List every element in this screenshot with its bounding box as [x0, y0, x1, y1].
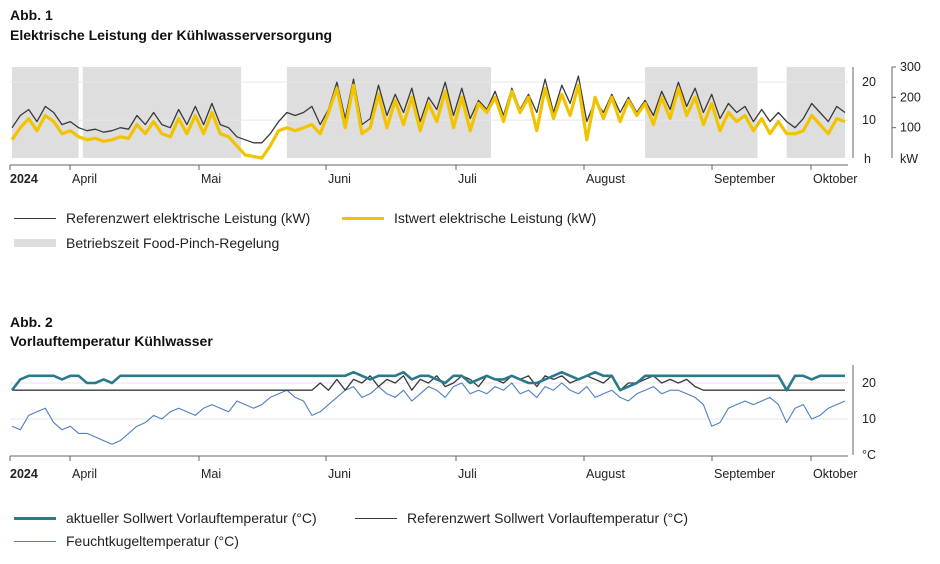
- y-unit-h: h: [864, 152, 871, 166]
- chart-electric-power: 10 20 100 200 300 h kW 2024 April Mai Juni Juli Augu…: [9, 60, 921, 186]
- y-unit: °C: [862, 448, 876, 462]
- operating-period-band: [786, 67, 845, 158]
- series-actual-power: [10, 83, 846, 160]
- series-setpoint: [10, 370, 845, 392]
- legend-swatch-reference-setpoint: [355, 517, 397, 519]
- x-tick-label: Juni: [328, 467, 351, 481]
- x-tick-label: April: [72, 172, 97, 186]
- x-tick-label: August: [586, 172, 625, 186]
- legend-reference-setpoint: Referenzwert Sollwert Vorlauftemperatur …: [355, 510, 688, 526]
- legend-swatch-setpoint: [14, 516, 56, 520]
- x-tick-label: April: [72, 467, 97, 481]
- x-tick-label: Juli: [458, 467, 477, 481]
- fig1-title: Elektrische Leistung der Kühlwasserverso…: [10, 27, 333, 43]
- fig2-label: Abb. 2: [10, 314, 53, 330]
- series-reference-power: [11, 75, 846, 144]
- legend-label-actual: Istwert elektrische Leistung (kW): [394, 210, 597, 226]
- legend-swatch-actual: [342, 216, 384, 220]
- y-tick-label-h: 10: [862, 113, 876, 127]
- x-tick-label: Juli: [458, 172, 477, 186]
- legend-swatch-operating: [14, 239, 56, 247]
- x-tick-label: Juni: [328, 172, 351, 186]
- x-tick-label: Oktober: [813, 172, 857, 186]
- y-tick-label-kw: 300: [900, 60, 921, 74]
- x-tick-label: September: [714, 467, 775, 481]
- legend-setpoint: aktueller Sollwert Vorlauftemperatur (°C…: [14, 510, 317, 526]
- y-unit-kw: kW: [900, 152, 918, 166]
- legend-label-setpoint: aktueller Sollwert Vorlauftemperatur (°C…: [66, 510, 317, 526]
- legend-swatch-wetbulb: [14, 540, 56, 542]
- series-reference-setpoint: [12, 375, 845, 391]
- chart-supply-temperature: 10 20 °C 2024 April Mai Juni Juli August Septembe…: [9, 365, 876, 481]
- x-tick-label: Oktober: [813, 467, 857, 481]
- legend-label-wetbulb: Feuchtkugeltemperatur (°C): [66, 533, 239, 549]
- legend-operating-time: Betriebszeit Food-Pinch-Regelung: [14, 235, 279, 251]
- y-tick-label-kw: 100: [900, 121, 921, 135]
- legend-wetbulb: Feuchtkugeltemperatur (°C): [14, 533, 239, 549]
- series-wetbulb: [11, 382, 846, 445]
- x-tick-label: Mai: [201, 172, 221, 186]
- x-tick-label: 2024: [10, 172, 38, 186]
- operating-period-band: [82, 67, 242, 158]
- y-tick-label: 10: [862, 412, 876, 426]
- x-tick-label: August: [586, 467, 625, 481]
- legend-label-operating: Betriebszeit Food-Pinch-Regelung: [66, 235, 280, 251]
- fig1-label: Abb. 1: [10, 7, 53, 23]
- operating-period-band: [286, 67, 491, 158]
- x-tick-label: 2024: [10, 467, 38, 481]
- y-tick-label-h: 20: [862, 75, 876, 89]
- legend-reference-power: Referenzwert elektrische Leistung (kW): [14, 210, 310, 226]
- x-tick-label: September: [714, 172, 775, 186]
- legend-label-reference: Referenzwert elektrische Leistung (kW): [66, 210, 311, 226]
- legend-actual-power: Istwert elektrische Leistung (kW): [342, 210, 596, 226]
- fig2-title: Vorlauftemperatur Kühlwasser: [10, 333, 213, 349]
- x-tick-label: Mai: [201, 467, 221, 481]
- legend-swatch-reference: [14, 217, 56, 219]
- y-tick-label: 20: [862, 376, 876, 390]
- operating-period-band: [12, 67, 79, 158]
- y-tick-label-kw: 200: [900, 90, 921, 104]
- legend-label-reference-setpoint: Referenzwert Sollwert Vorlauftemperatur …: [407, 510, 689, 526]
